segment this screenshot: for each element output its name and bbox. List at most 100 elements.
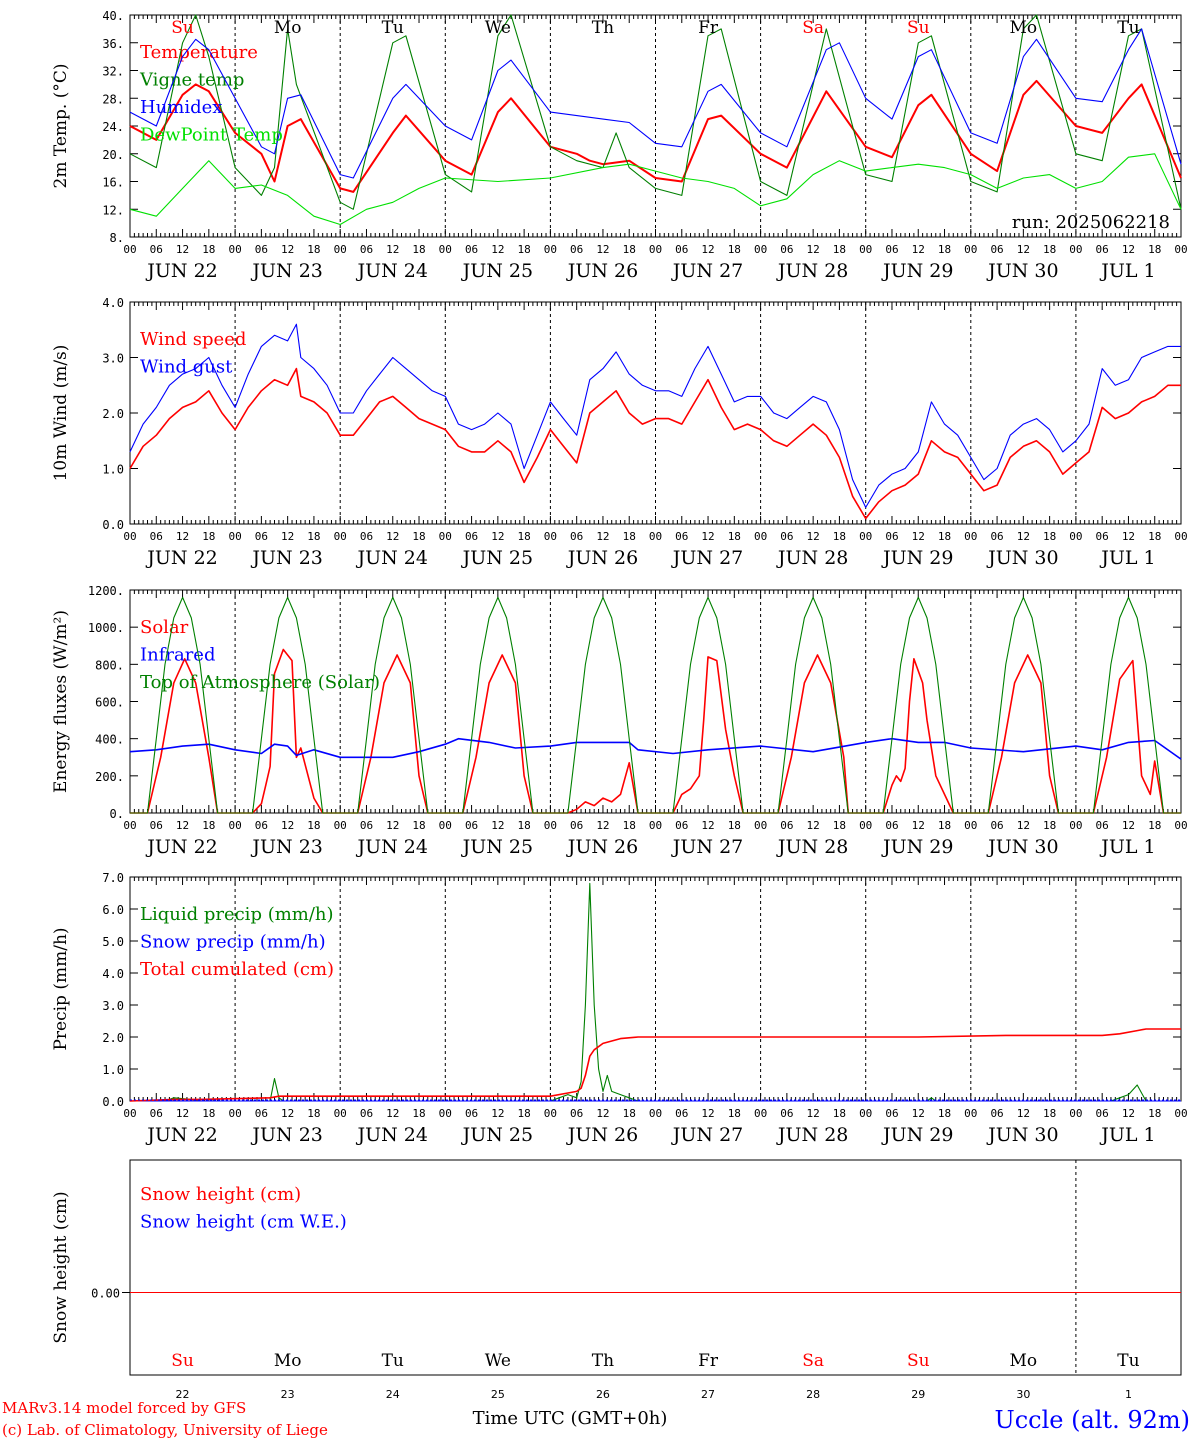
- legend-entry: Vigne temp: [139, 70, 244, 91]
- date-tick-label: JUN 28: [776, 547, 848, 569]
- series-line-3: [129, 28, 1182, 179]
- hour-tick-label: 18: [518, 530, 531, 543]
- hour-tick-label: 18: [938, 1107, 951, 1120]
- hour-tick-label: 12: [1122, 819, 1135, 832]
- panel-5: 0.00 Snow height (cm) Snow height (cm) Snow…: [51, 1159, 1182, 1376]
- hour-tick-label: 18: [728, 1107, 741, 1120]
- hour-tick-label: 18: [1148, 530, 1161, 543]
- date-tick-label: JUN 22: [145, 547, 217, 569]
- y-tick-label: 4.0: [102, 967, 124, 981]
- y-tick-label: 3.0: [102, 352, 124, 366]
- date-tick-label: JUN 28: [776, 1124, 848, 1146]
- y-tick-label: 24.: [102, 120, 124, 134]
- series-line-4: [129, 153, 1182, 226]
- hour-tick-label: 06: [150, 243, 163, 256]
- hour-tick-label: 00: [544, 530, 557, 543]
- date-tick-label: JUN 23: [250, 260, 322, 282]
- legend-entry: Snow precip (mm/h): [140, 932, 326, 953]
- hour-tick-label: 12: [912, 243, 925, 256]
- hour-tick-label: 12: [807, 819, 820, 832]
- hour-tick-label: 06: [675, 819, 688, 832]
- hour-tick-label: 06: [570, 819, 583, 832]
- hour-tick-label: 18: [1043, 1107, 1056, 1120]
- date-tick-label: JUN 26: [566, 260, 638, 282]
- hour-tick-label: 06: [1096, 819, 1109, 832]
- hour-tick-label: 12: [596, 243, 609, 256]
- hour-tick-label: 00: [1174, 819, 1187, 832]
- hour-tick-label: 18: [202, 530, 215, 543]
- hour-tick-label: 18: [728, 243, 741, 256]
- weekday-label-top: Mo: [1010, 18, 1038, 38]
- hour-tick-label: 06: [570, 530, 583, 543]
- legend-entry: Top of Atmosphere (Solar): [140, 672, 380, 693]
- hour-tick-label: 18: [1148, 1107, 1161, 1120]
- hour-tick-label: 06: [465, 1107, 478, 1120]
- y-tick-label: 12.: [102, 203, 124, 217]
- hour-tick-label: 18: [938, 243, 951, 256]
- date-tick-label: JUN 24: [356, 1124, 428, 1146]
- hour-tick-label: 00: [649, 530, 662, 543]
- hour-tick-label: 06: [780, 819, 793, 832]
- hour-tick-label: 06: [360, 819, 373, 832]
- date-tick-label: JUN 30: [986, 836, 1058, 858]
- date-tick-label: JUN 25: [461, 836, 533, 858]
- hour-tick-label: 06: [675, 243, 688, 256]
- date-tick-label: JUN 29: [881, 836, 953, 858]
- date-tick-label: JUN 23: [250, 547, 322, 569]
- hour-tick-label: 12: [701, 1107, 714, 1120]
- hour-tick-label: 18: [202, 1107, 215, 1120]
- y-tick-label: 3.0: [102, 999, 124, 1013]
- date-tick-label: JUN 27: [671, 260, 743, 282]
- hour-tick-label: 00: [859, 243, 872, 256]
- legend-entry: Liquid precip (mm/h): [140, 904, 334, 925]
- date-tick-label: JUN 24: [356, 260, 428, 282]
- hour-tick-label: 00: [1174, 1107, 1187, 1120]
- date-tick-label: JUN 25: [461, 547, 533, 569]
- hour-tick-label: 18: [938, 530, 951, 543]
- date-tick-label: JUN 22: [145, 1124, 217, 1146]
- date-tick-label: JUN 30: [986, 547, 1058, 569]
- hour-tick-label: 18: [412, 530, 425, 543]
- weekday-label-bottom: Su: [171, 1351, 194, 1371]
- legend-entry: DewPoint Temp: [140, 125, 283, 146]
- hour-tick-label: 00: [1174, 243, 1187, 256]
- series-line-3: [130, 596, 1181, 814]
- series-line-1: [129, 79, 1182, 193]
- hour-tick-label: 00: [964, 530, 977, 543]
- y-tick-label: 800.: [95, 658, 124, 672]
- hour-tick-label: 06: [465, 530, 478, 543]
- panel-1: 00 06 12 18 00 06 12 18 00 06 12 18 00 06 12 18 00 06 12 18…: [51, 9, 1188, 282]
- hour-tick-label: 12: [491, 1107, 504, 1120]
- day-number-label: 1: [1125, 1388, 1132, 1401]
- hour-tick-label: 06: [360, 1107, 373, 1120]
- date-tick-label: JUN 29: [881, 1124, 953, 1146]
- hour-tick-label: 12: [176, 530, 189, 543]
- day-number-label: 30: [1016, 1388, 1030, 1401]
- date-tick-label: JUN 29: [881, 547, 953, 569]
- hour-tick-label: 06: [990, 1107, 1003, 1120]
- hour-tick-label: 00: [123, 819, 136, 832]
- date-tick-label: JUN 27: [671, 547, 743, 569]
- hour-tick-label: 12: [386, 530, 399, 543]
- hour-tick-label: 12: [1017, 819, 1030, 832]
- hour-tick-label: 00: [964, 819, 977, 832]
- weekday-label-top: Tu: [1117, 18, 1139, 38]
- date-tick-label: JUN 22: [145, 260, 217, 282]
- hour-tick-label: 06: [1096, 1107, 1109, 1120]
- hour-tick-label: 12: [386, 243, 399, 256]
- y-axis-label: Snow height (cm): [51, 1191, 71, 1343]
- weekday-label-top: Sa: [802, 18, 824, 38]
- date-tick-label: JUN 23: [250, 1124, 322, 1146]
- hour-tick-label: 12: [807, 243, 820, 256]
- hour-tick-label: 00: [1174, 530, 1187, 543]
- hour-tick-label: 12: [176, 1107, 189, 1120]
- day-number-label: 23: [281, 1388, 295, 1401]
- hour-tick-label: 06: [780, 1107, 793, 1120]
- hour-tick-label: 18: [623, 243, 636, 256]
- hour-tick-label: 12: [596, 1107, 609, 1120]
- hour-tick-label: 12: [386, 1107, 399, 1120]
- y-tick-label: 0.: [110, 807, 124, 821]
- legend-entry: Wind speed: [140, 329, 246, 350]
- hour-tick-label: 00: [859, 1107, 872, 1120]
